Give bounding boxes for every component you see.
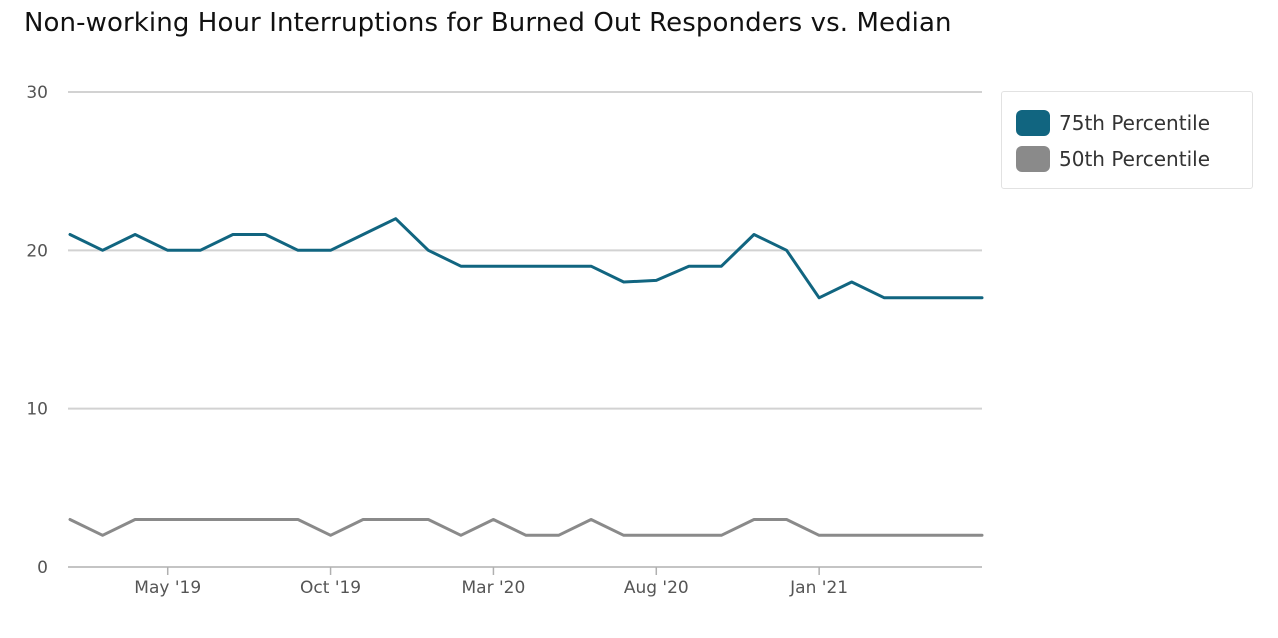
y-tick-label: 10 xyxy=(26,400,48,420)
legend-label-50th: 50th Percentile xyxy=(1059,147,1210,171)
series-line-75th-percentile[interactable] xyxy=(68,217,984,300)
series-line-50th-percentile[interactable] xyxy=(68,518,984,537)
x-tick-label: May '19 xyxy=(134,578,201,598)
y-tick-label: 20 xyxy=(26,241,48,261)
legend-swatch-75th xyxy=(1016,110,1050,136)
legend-label-75th: 75th Percentile xyxy=(1059,111,1210,135)
legend-item-75th[interactable]: 75th Percentile xyxy=(1016,109,1210,137)
x-tick-label: Mar '20 xyxy=(462,578,526,598)
legend-item-50th[interactable]: 50th Percentile xyxy=(1016,145,1210,173)
x-tick-label: Aug '20 xyxy=(624,578,689,598)
chart-title: Non-working Hour Interruptions for Burne… xyxy=(24,8,952,38)
x-tick-label: Oct '19 xyxy=(300,578,361,598)
legend: 75th Percentile 50th Percentile xyxy=(1001,91,1253,189)
legend-swatch-50th xyxy=(1016,146,1050,172)
y-tick-label: 30 xyxy=(26,83,48,103)
x-tick-label: Jan '21 xyxy=(789,578,848,598)
y-tick-label: 0 xyxy=(37,558,48,578)
